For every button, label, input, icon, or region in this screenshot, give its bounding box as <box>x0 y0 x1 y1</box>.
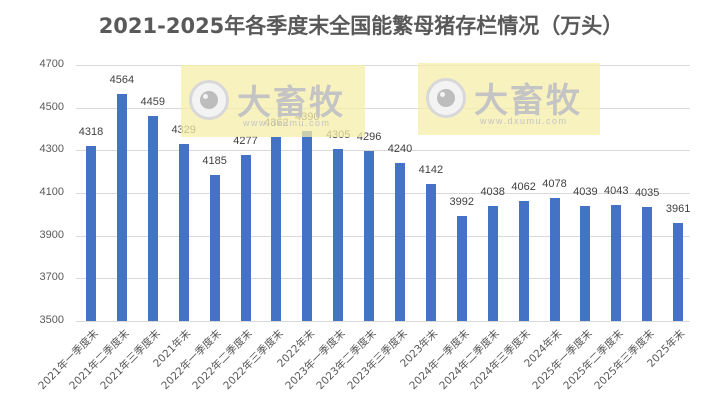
bar <box>395 163 405 321</box>
gridline <box>76 65 690 66</box>
bar <box>333 149 344 321</box>
bar <box>642 206 653 321</box>
bar <box>580 206 591 321</box>
value-label: 3961 <box>665 202 691 215</box>
y-tick-label: 3900 <box>39 229 64 241</box>
value-label: 4564 <box>109 74 135 86</box>
bar <box>425 184 436 321</box>
bar <box>209 174 220 321</box>
y-tick-label: 4300 <box>39 143 64 155</box>
watermark-brand: 大畜牧 <box>237 83 345 123</box>
watermark-url: www.dxumu.com <box>243 118 331 128</box>
value-label: 4078 <box>542 177 567 190</box>
y-tick-label: 3500 <box>39 314 64 326</box>
gridline <box>76 321 690 322</box>
watermark-url: www.dxumu.com <box>480 116 568 126</box>
bar <box>673 222 684 321</box>
bar <box>86 146 96 321</box>
gridline <box>76 193 690 194</box>
value-label: 4142 <box>418 164 444 177</box>
gridline <box>76 236 690 237</box>
value-label: 4240 <box>387 143 413 156</box>
value-label: 4035 <box>634 186 660 199</box>
bar <box>549 197 560 321</box>
watermark: 大畜牧 www.dxumu.com <box>181 65 365 137</box>
value-label: 4043 <box>604 185 629 198</box>
bar <box>364 151 375 321</box>
y-tick-label: 4100 <box>39 186 64 198</box>
bar <box>178 144 189 321</box>
watermark: 大畜牧 www.dxumu.com <box>418 63 600 135</box>
gridline <box>76 278 690 279</box>
bar <box>240 155 251 321</box>
bar <box>487 206 498 321</box>
bar <box>456 216 467 321</box>
value-label: 4277 <box>233 135 258 148</box>
value-label: 4038 <box>480 186 505 199</box>
bar <box>271 137 282 321</box>
bar <box>611 205 622 321</box>
eye-logo-icon <box>189 80 229 120</box>
value-label: 4318 <box>78 126 104 139</box>
bar <box>116 94 127 321</box>
chart-title: 2021-2025年各季度末全国能繁母猪存栏情况（万头） <box>98 14 624 38</box>
value-label: 4185 <box>202 154 227 167</box>
y-tick-label: 4500 <box>39 101 64 113</box>
watermark-brand: 大畜牧 <box>474 81 582 121</box>
y-tick-label: 4700 <box>39 58 64 70</box>
value-label: 3992 <box>449 196 475 209</box>
gridline <box>76 150 690 151</box>
gridline <box>76 108 690 109</box>
bar <box>147 116 158 321</box>
value-label: 4459 <box>140 96 166 109</box>
value-label: 4039 <box>573 186 598 198</box>
bar <box>518 201 529 321</box>
y-tick-label: 3700 <box>39 271 64 283</box>
bar <box>302 131 313 321</box>
value-label: 4062 <box>511 181 536 194</box>
eye-logo-icon <box>426 78 466 118</box>
